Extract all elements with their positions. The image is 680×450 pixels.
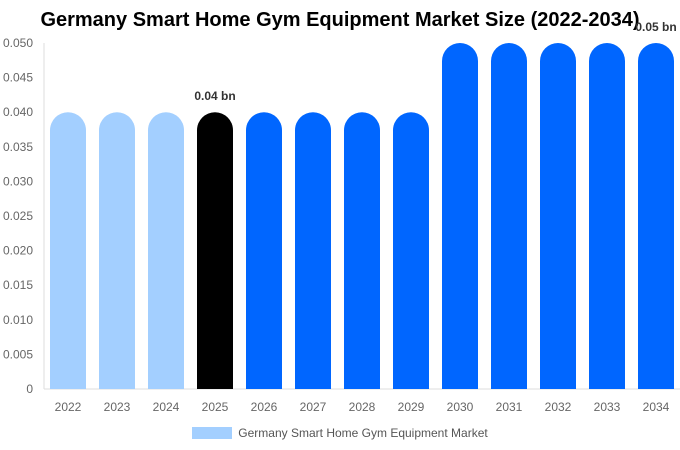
- bar-2025: [197, 112, 233, 389]
- bar-2030: [442, 43, 478, 389]
- bar-2028: [344, 112, 380, 389]
- bar-2022: [50, 112, 86, 389]
- bar-2032: [540, 43, 576, 389]
- y-tick-label: 0.010: [3, 313, 33, 327]
- bar-2031: [491, 43, 527, 389]
- y-tick-label: 0.035: [3, 140, 33, 154]
- bar-2033: [589, 43, 625, 389]
- x-tick-label: 2028: [349, 400, 376, 414]
- bar-2023: [99, 112, 135, 389]
- legend: Germany Smart Home Gym Equipment Market: [0, 426, 680, 440]
- x-tick-label: 2027: [300, 400, 327, 414]
- y-tick-label: 0.050: [3, 36, 33, 50]
- x-tick-label: 2032: [545, 400, 572, 414]
- y-tick-label: 0.040: [3, 105, 33, 119]
- x-tick-label: 2031: [496, 400, 523, 414]
- legend-label: Germany Smart Home Gym Equipment Market: [238, 426, 488, 440]
- bar-2024: [148, 112, 184, 389]
- x-tick-label: 2022: [55, 400, 82, 414]
- bar-2034: [638, 43, 674, 389]
- bar-2027: [295, 112, 331, 389]
- data-label: 0.05 bn: [635, 20, 676, 34]
- y-tick-label: 0: [26, 382, 33, 396]
- x-tick-label: 2034: [643, 400, 670, 414]
- y-tick-label: 0.030: [3, 174, 33, 188]
- bar-2026: [246, 112, 282, 389]
- data-label: 0.04 bn: [194, 89, 235, 103]
- chart-title: Germany Smart Home Gym Equipment Market …: [40, 9, 640, 31]
- y-tick-label: 0.005: [3, 347, 33, 361]
- x-tick-label: 2030: [447, 400, 474, 414]
- x-tick-label: 2025: [202, 400, 229, 414]
- x-tick-label: 2029: [398, 400, 425, 414]
- x-tick-label: 2024: [153, 400, 180, 414]
- y-tick-label: 0.015: [3, 278, 33, 292]
- y-tick-label: 0.045: [3, 71, 33, 85]
- y-tick-label: 0.020: [3, 244, 33, 258]
- x-tick-label: 2026: [251, 400, 278, 414]
- y-tick-label: 0.025: [3, 209, 33, 223]
- legend-swatch: [192, 427, 233, 439]
- bar-2029: [393, 112, 429, 389]
- x-tick-label: 2023: [104, 400, 131, 414]
- x-tick-label: 2033: [594, 400, 621, 414]
